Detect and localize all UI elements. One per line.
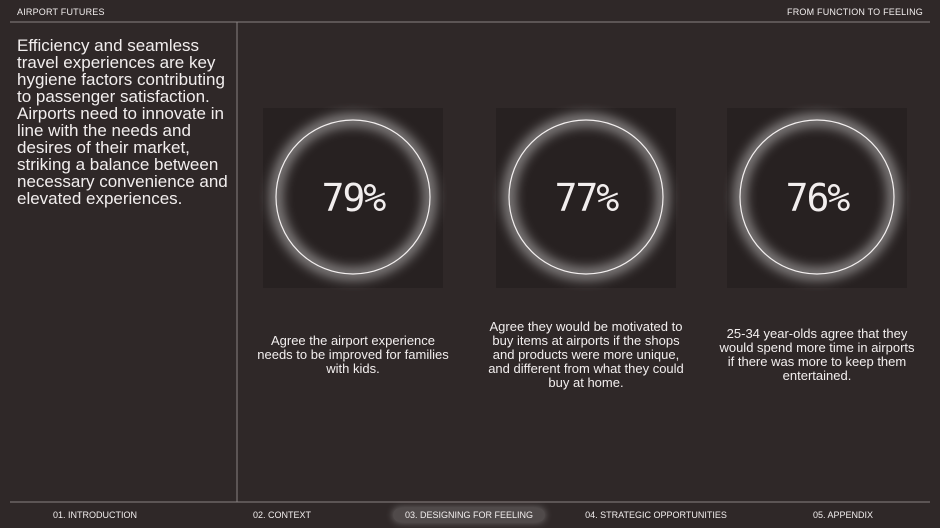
ring-backdrop bbox=[263, 108, 443, 288]
header-left: AIRPORT FUTURES bbox=[17, 7, 105, 17]
nav-label[interactable]: 04. STRATEGIC OPPORTUNITIES bbox=[585, 510, 727, 520]
stat-value: 76% bbox=[785, 176, 851, 220]
ring bbox=[275, 119, 431, 275]
ring bbox=[508, 119, 664, 275]
nav-label[interactable]: 01. INTRODUCTION bbox=[52, 510, 137, 520]
stat-description: 25-34 year-olds agree that they would sp… bbox=[719, 326, 915, 383]
stat-value: 77% bbox=[554, 176, 620, 220]
ring bbox=[739, 119, 895, 275]
nav-item[interactable]: 04. STRATEGIC OPPORTUNITIES bbox=[563, 510, 749, 520]
nav-item[interactable]: 05. APPENDIX bbox=[750, 510, 936, 520]
intro-text: Efficiency and seamless travel experienc… bbox=[17, 36, 228, 208]
stat-description: Agree the airport experience needs to be… bbox=[257, 333, 449, 376]
nav-item[interactable]: 02. CONTEXT bbox=[189, 510, 375, 520]
nav-item[interactable]: 03. DESIGNING FOR FEELING bbox=[376, 508, 562, 522]
rings bbox=[263, 108, 907, 288]
header-right: FROM FUNCTION TO FEELING bbox=[787, 7, 923, 17]
stat-description: Agree they would be motivated to buy ite… bbox=[488, 319, 684, 390]
stat-value: 79% bbox=[321, 176, 387, 220]
nav-label[interactable]: 03. DESIGNING FOR FEELING bbox=[392, 508, 546, 522]
ring-backdrop bbox=[727, 108, 907, 288]
nav-label[interactable]: 05. APPENDIX bbox=[812, 510, 874, 520]
nav-item[interactable]: 01. INTRODUCTION bbox=[2, 510, 188, 520]
nav-label[interactable]: 02. CONTEXT bbox=[252, 510, 311, 520]
ring-backdrop bbox=[496, 108, 676, 288]
